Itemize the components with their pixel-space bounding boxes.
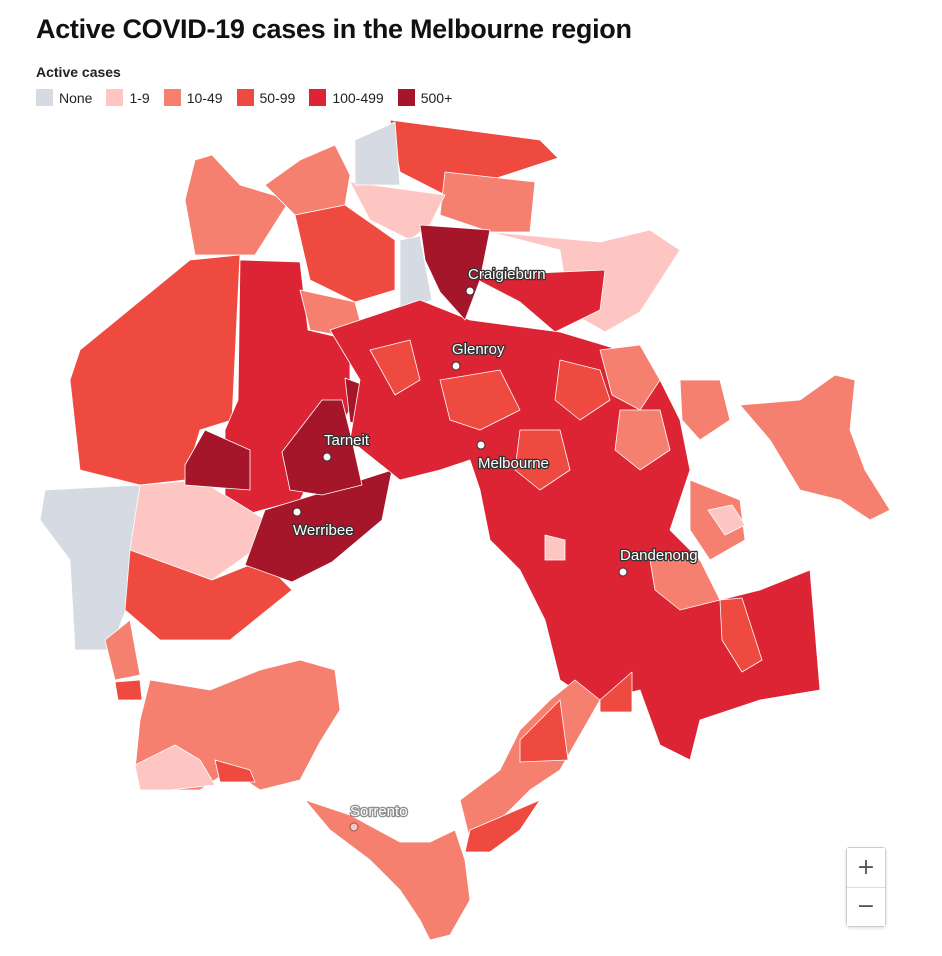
legend-label: 500+ <box>420 89 453 106</box>
region <box>514 429 571 491</box>
place-label: Werribee <box>293 522 354 539</box>
legend-item: 10-49 <box>163 89 223 106</box>
region <box>464 799 541 853</box>
place-label: Glenroy <box>452 341 505 358</box>
region <box>649 559 721 611</box>
legend-item: 100-499 <box>309 89 384 106</box>
place-label: Dandenong <box>620 547 698 564</box>
place-markers: Craigieburn Glenroy Tarneit Melbourne We… <box>292 265 699 832</box>
place-dot <box>476 440 486 450</box>
region <box>184 154 291 256</box>
place-label: Sorrento <box>350 803 408 820</box>
region <box>469 269 606 333</box>
legend-swatch <box>106 89 124 106</box>
legend-swatch <box>236 89 254 106</box>
legend: None 1-9 10-49 50-99 100-499 500+ <box>36 89 452 106</box>
place-label: Craigieburn <box>468 266 546 283</box>
region <box>214 759 256 783</box>
region <box>369 339 421 396</box>
region <box>104 619 141 681</box>
legend-item: 50-99 <box>236 89 296 106</box>
region <box>439 369 521 431</box>
zoom-control: + − <box>846 847 886 927</box>
region <box>719 597 763 673</box>
place-dot <box>618 567 628 577</box>
legend-item: 1-9 <box>106 89 150 106</box>
region <box>304 799 471 941</box>
region <box>739 374 891 521</box>
region <box>439 171 536 233</box>
region <box>114 679 143 701</box>
legend-label: 50-99 <box>259 89 296 106</box>
legend-label: 1-9 <box>129 89 150 106</box>
legend-label: None <box>59 89 93 106</box>
legend-swatch <box>163 89 181 106</box>
legend-label: 10-49 <box>186 89 223 106</box>
region <box>614 409 671 471</box>
legend-title: Active cases <box>36 64 121 80</box>
legend-swatch <box>309 89 327 106</box>
region <box>599 344 661 411</box>
place-label: Tarneit <box>324 432 370 449</box>
legend-label: 100-499 <box>332 89 384 106</box>
title: Active COVID-19 cases in the Melbourne r… <box>36 14 632 44</box>
region <box>419 224 491 321</box>
region <box>679 379 731 441</box>
region <box>354 121 401 186</box>
legend-swatch <box>397 89 415 106</box>
zoom-out[interactable]: − <box>847 886 885 926</box>
zoom-in[interactable]: + <box>847 848 885 887</box>
region <box>134 744 216 791</box>
place-dot <box>465 286 475 296</box>
region <box>184 429 251 491</box>
legend-swatch <box>36 89 53 106</box>
region <box>544 534 566 561</box>
region <box>399 235 433 313</box>
place-dot <box>322 452 332 462</box>
region <box>599 671 633 713</box>
region <box>124 549 293 641</box>
region <box>707 504 746 536</box>
place-dot <box>292 507 302 517</box>
place-dot <box>349 822 359 832</box>
legend-item: 500+ <box>397 89 453 106</box>
faded-place: Sorrento <box>349 802 409 832</box>
region <box>519 699 569 763</box>
region <box>281 399 363 496</box>
place-label: Melbourne <box>478 455 549 472</box>
regions <box>39 119 891 941</box>
region <box>554 359 611 421</box>
region <box>294 204 396 303</box>
place-dot <box>451 361 461 371</box>
legend-item: None <box>36 89 92 106</box>
